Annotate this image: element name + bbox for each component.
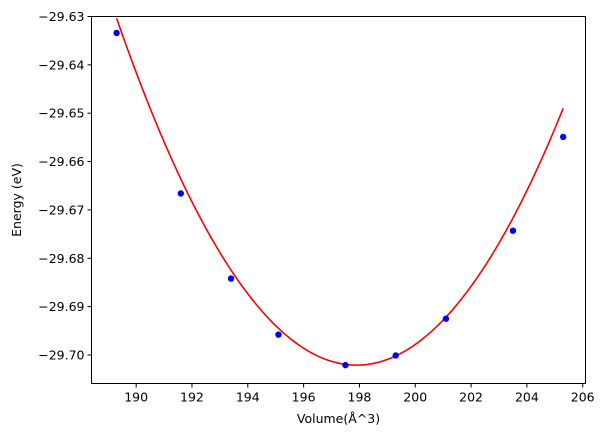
data-point-3 [227, 275, 235, 282]
data-point-5 [342, 361, 349, 369]
data-point-1 [113, 29, 120, 37]
x-tick-label: 198 [348, 390, 372, 405]
y-tick-label: −29.65 [38, 106, 84, 121]
x-tick-label: 192 [180, 390, 204, 405]
data-point-6 [392, 352, 399, 359]
x-tick-label: 196 [292, 390, 316, 405]
y-tick-label: −29.70 [38, 347, 84, 362]
x-tick-label: 194 [236, 390, 260, 405]
y-tick-label: −29.67 [38, 202, 84, 217]
axis-ticks: 190 192 194 196 198 200 202 204 206 −29.63 −29.64 −… [38, 9, 594, 405]
y-tick-label: −29.68 [38, 251, 84, 266]
x-tick-label: 204 [515, 390, 539, 405]
data-point-2 [177, 190, 185, 197]
fit-curve-line [115, 17, 564, 366]
y-tick-label: −29.63 [38, 9, 84, 24]
x-axis-label: Volume(Å^3) [297, 411, 380, 426]
axes-frame [91, 16, 586, 384]
plot-area [113, 17, 567, 369]
data-point-9 [559, 133, 567, 141]
y-tick-label: −29.64 [38, 57, 84, 72]
y-tick-label: −29.66 [38, 154, 84, 169]
y-axis-label: Energy (eV) [9, 163, 24, 237]
data-point-8 [509, 227, 517, 234]
y-tick-label: −29.69 [38, 299, 84, 314]
x-tick-label: 202 [459, 390, 483, 405]
x-tick-label: 190 [124, 390, 148, 405]
data-point-4 [275, 331, 282, 338]
x-tick-label: 206 [571, 390, 595, 405]
data-point-7 [442, 315, 450, 322]
x-tick-label: 200 [403, 390, 427, 405]
